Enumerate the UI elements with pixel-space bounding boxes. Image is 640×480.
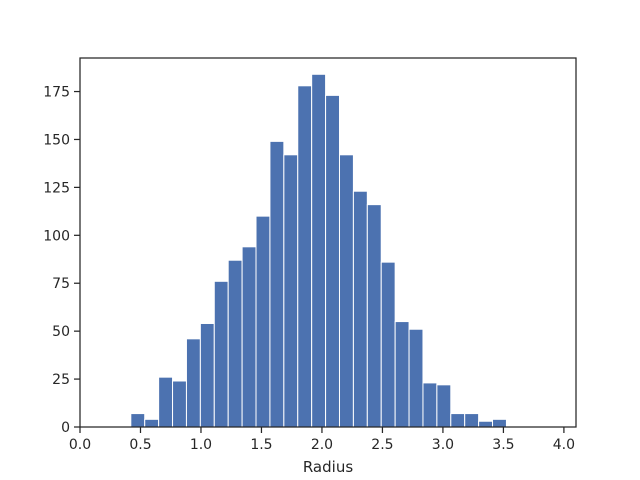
histogram-bar xyxy=(478,420,494,428)
histogram-bar xyxy=(325,94,340,428)
histogram-bar xyxy=(297,85,313,428)
y-axis-ticks: 0 25 50 75 100 125 150 175 xyxy=(43,85,80,436)
x-tick-label: 0.0 xyxy=(69,437,91,453)
x-axis-ticks: 0.0 0.5 1.0 1.5 2.0 2.5 3.0 3.5 4.0 xyxy=(69,427,575,453)
histogram-bar xyxy=(366,204,382,428)
histogram-bar xyxy=(380,261,396,428)
histogram-bar xyxy=(338,154,354,428)
x-tick-label: 3.0 xyxy=(432,437,454,453)
histogram-bar xyxy=(185,338,201,428)
x-tick-label: 2.0 xyxy=(311,437,333,453)
histogram-bar xyxy=(311,73,327,428)
y-tick-label: 125 xyxy=(43,180,70,196)
plot-frame xyxy=(79,57,577,428)
histogram-bar xyxy=(130,413,146,428)
y-tick-label: 0 xyxy=(61,420,70,436)
histogram-bar xyxy=(450,413,466,428)
histogram-bar xyxy=(227,259,243,428)
histogram-bar xyxy=(255,215,271,428)
histogram-bar xyxy=(492,418,507,428)
x-tick-label: 2.5 xyxy=(371,437,393,453)
x-tick-label: 3.5 xyxy=(492,437,514,453)
y-tick-label: 50 xyxy=(52,324,70,340)
histogram-bar xyxy=(213,280,229,428)
histogram-bar xyxy=(158,376,174,428)
histogram-bar xyxy=(394,321,410,428)
histogram-bar xyxy=(436,384,452,428)
x-tick-label: 4.0 xyxy=(553,437,575,453)
x-tick-label: 1.0 xyxy=(190,437,212,453)
histogram-bar xyxy=(241,246,257,428)
y-tick-label: 25 xyxy=(52,372,70,388)
histogram-bar xyxy=(422,382,438,428)
histogram-bar xyxy=(352,190,368,428)
histogram-bar xyxy=(283,154,299,428)
x-tick-label: 0.5 xyxy=(129,437,151,453)
histogram-bar xyxy=(172,380,187,428)
x-tick-label: 1.5 xyxy=(250,437,272,453)
histogram-bar xyxy=(144,418,160,428)
histogram-bar xyxy=(269,140,285,428)
y-tick-label: 75 xyxy=(52,276,70,292)
y-tick-label: 150 xyxy=(43,132,70,148)
histogram-bar xyxy=(199,322,215,428)
x-axis-label: Radius xyxy=(303,458,353,476)
histogram-bar xyxy=(408,328,424,428)
y-tick-label: 175 xyxy=(43,85,70,101)
y-tick-label: 100 xyxy=(43,228,70,244)
histogram-bar xyxy=(464,413,480,428)
bars-group xyxy=(130,73,507,428)
